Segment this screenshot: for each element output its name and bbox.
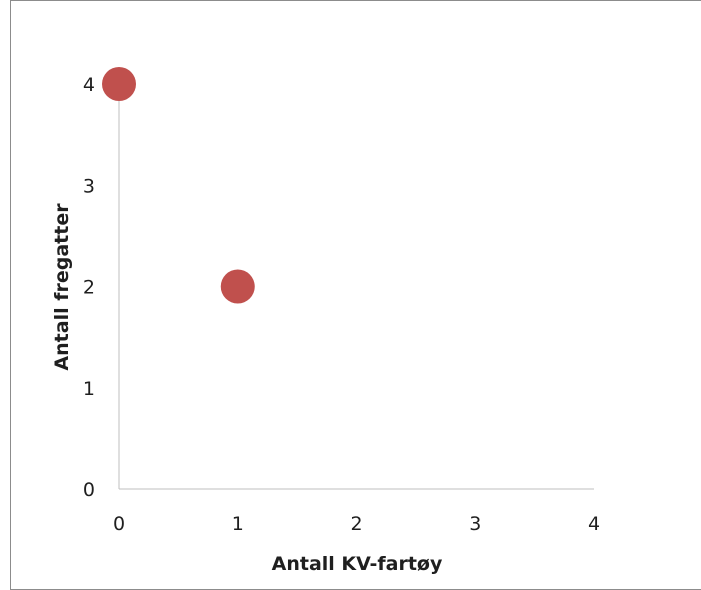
x-tick-labels: 0 1 2 3 4 xyxy=(113,513,600,535)
x-tick-label: 4 xyxy=(588,513,600,535)
data-points xyxy=(102,67,255,304)
data-point xyxy=(220,269,255,304)
x-tick-label: 2 xyxy=(350,513,362,535)
y-tick-labels: 0 1 2 3 4 xyxy=(83,74,95,501)
axes xyxy=(118,81,594,490)
x-tick-label: 1 xyxy=(232,513,244,535)
y-tick-label: 1 xyxy=(83,378,95,400)
x-axis-title: Antall KV-fartøy xyxy=(272,553,443,575)
y-tick-label: 4 xyxy=(83,74,95,96)
y-axis-title: Antall fregatter xyxy=(51,203,73,371)
y-tick-label: 0 xyxy=(83,479,95,501)
y-tick-label: 3 xyxy=(83,175,95,197)
x-tick-label: 0 xyxy=(113,513,125,535)
y-tick-label: 2 xyxy=(83,277,95,299)
data-point xyxy=(102,67,136,101)
x-tick-label: 3 xyxy=(469,513,481,535)
